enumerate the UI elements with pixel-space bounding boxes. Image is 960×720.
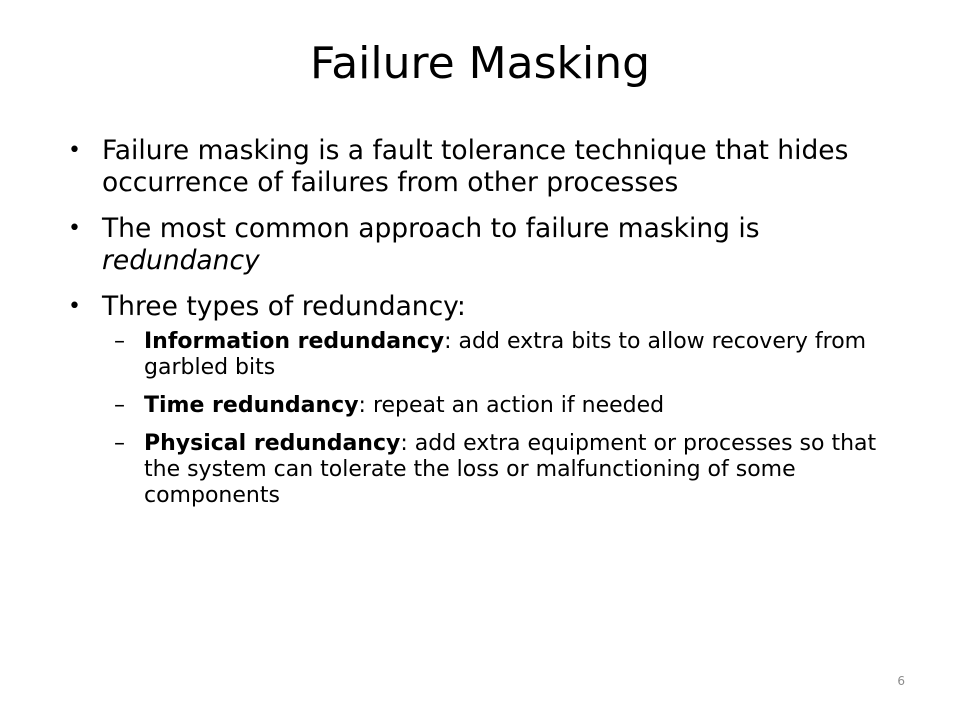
bullet-icon: • bbox=[68, 294, 81, 319]
bullet-icon: • bbox=[68, 138, 81, 163]
slide-title: Failure Masking bbox=[309, 38, 651, 89]
sub-bullet-description: : repeat an action if needed bbox=[358, 393, 665, 418]
sub-bullet-item: – Time redundancy: repeat an action if n… bbox=[96, 393, 918, 419]
dash-icon: – bbox=[114, 329, 125, 354]
bullet-text: Failure masking is a fault tolerance tec… bbox=[102, 135, 849, 198]
sub-bullet-item: – Information redundancy: add extra bits… bbox=[96, 329, 918, 381]
bullet-text: Three types of redundancy: bbox=[102, 291, 466, 322]
bullet-text: The most common approach to failure mask… bbox=[102, 213, 760, 276]
page-number: 6 bbox=[897, 674, 905, 688]
bullet-text-emphasis: redundancy bbox=[102, 245, 260, 276]
dash-icon: – bbox=[114, 393, 125, 418]
sub-bullet-term: Information redundancy bbox=[144, 329, 445, 354]
sub-bullet-description: : add extra bits to allow recovery from … bbox=[144, 329, 867, 380]
bullet-item: • Three types of redundancy: – Informati… bbox=[68, 291, 918, 509]
bullet-item: • Failure masking is a fault tolerance t… bbox=[68, 135, 918, 199]
bullet-list: • Failure masking is a fault tolerance t… bbox=[68, 135, 918, 523]
dash-icon: – bbox=[114, 431, 125, 456]
sub-bullet-item: – Physical redundancy: add extra equipme… bbox=[96, 431, 918, 509]
bullet-icon: • bbox=[68, 216, 81, 241]
sub-bullet-list: – Information redundancy: add extra bits… bbox=[96, 329, 918, 509]
sub-bullet-description: : add extra equipment or processes so th… bbox=[144, 431, 877, 508]
sub-bullet-term: Physical redundancy bbox=[144, 431, 401, 456]
sub-bullet-term: Time redundancy bbox=[144, 393, 359, 418]
bullet-text-plain: The most common approach to failure mask… bbox=[102, 213, 760, 244]
bullet-item: • The most common approach to failure ma… bbox=[68, 213, 918, 277]
